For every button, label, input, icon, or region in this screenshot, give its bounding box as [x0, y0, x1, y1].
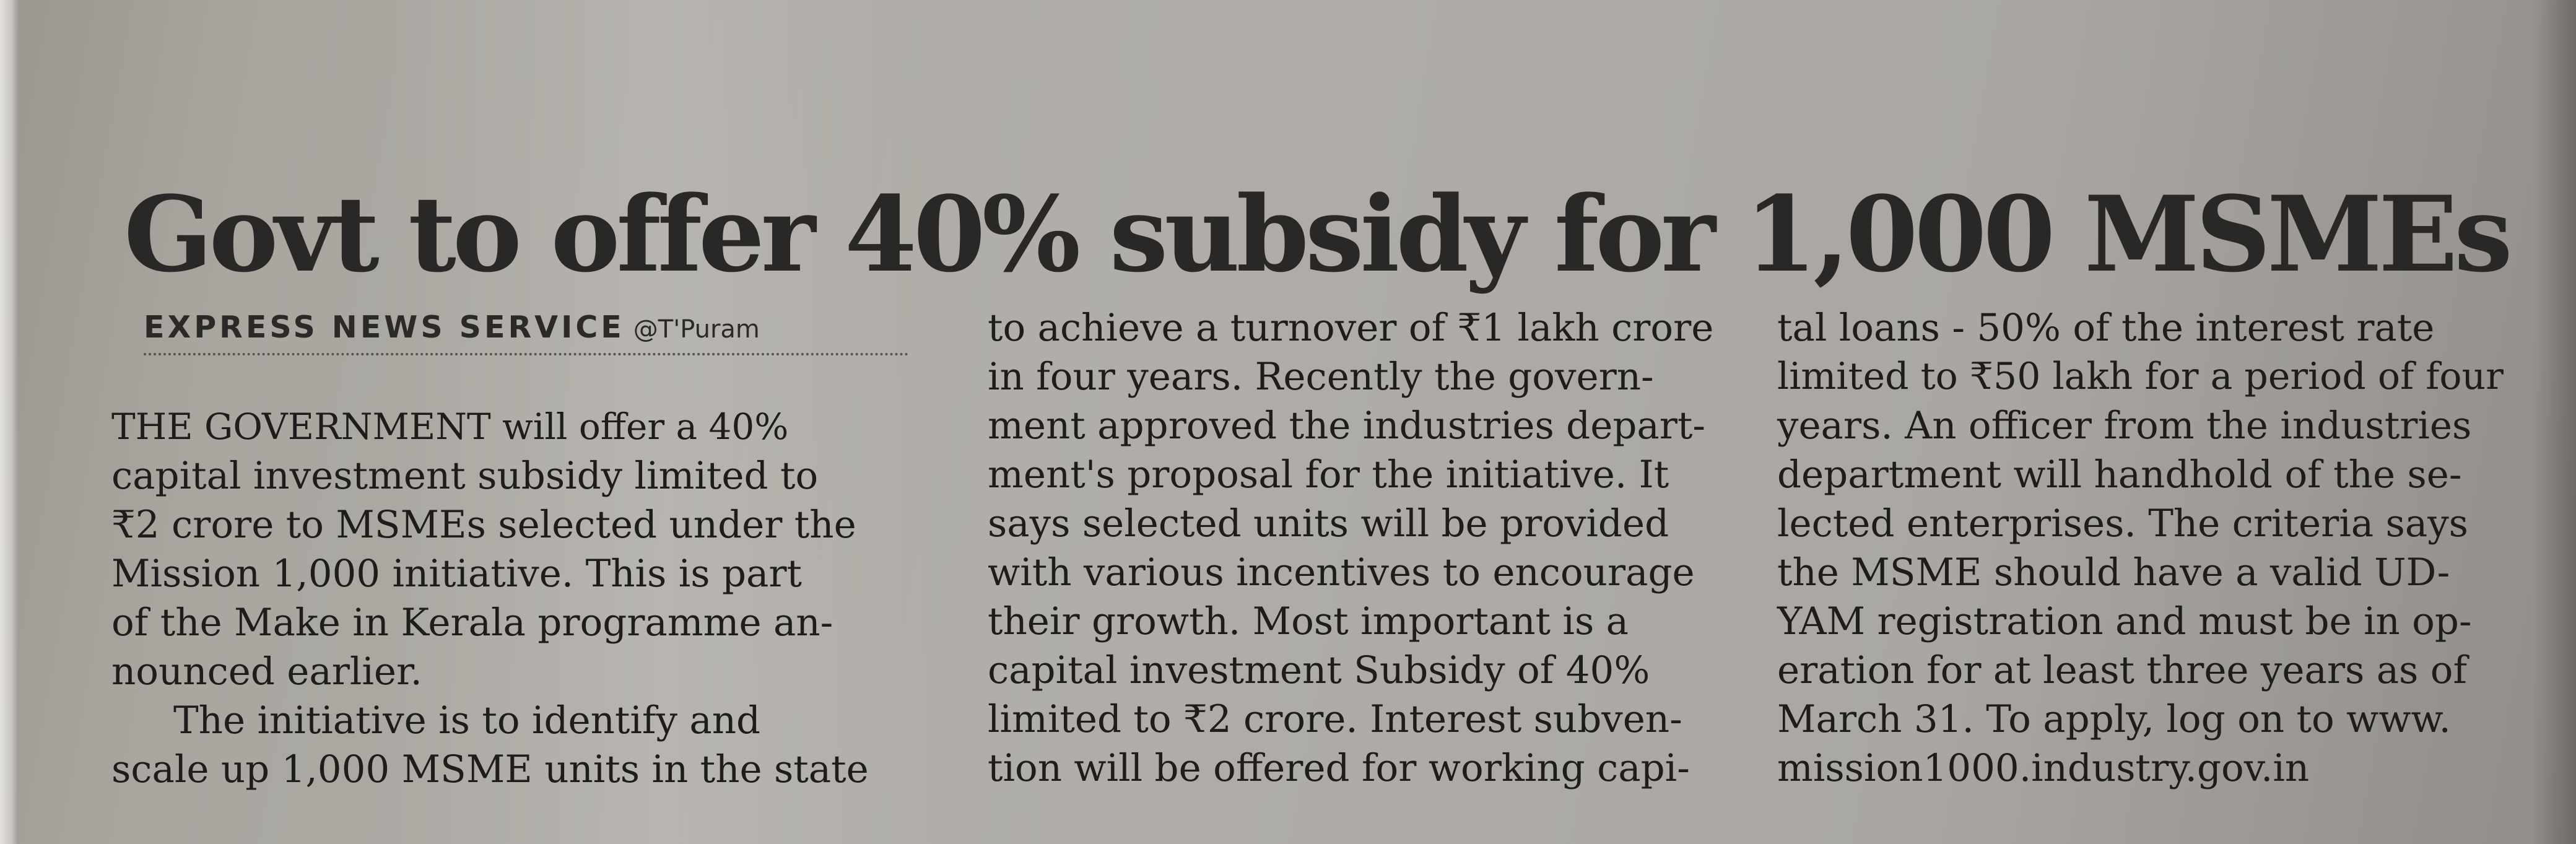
article-byline: EXPRESS NEWS SERVICE @T'Puram: [144, 310, 908, 355]
article-headline: Govt to offer 40% subsidy for 1,000 MSME…: [124, 172, 2513, 295]
text-line: years. An officer from the industries: [1777, 404, 2472, 448]
text-line: tion will be offered for working capi-: [988, 746, 1690, 790]
article-column-3: tal loans - 50% of the interest rate lim…: [1777, 303, 2514, 793]
text-line: nounced earlier.: [111, 650, 422, 694]
text-line: their growth. Most important is a: [988, 599, 1629, 643]
text-line: scale up 1,000 MSME units in the state: [111, 747, 869, 791]
text-line: The initiative is to identify and: [173, 698, 761, 742]
text-line: the MSME should have a valid UD-: [1777, 550, 2450, 594]
article-column-1: THE GOVERNMENT will offer a 40% capital …: [111, 402, 935, 794]
text-line: mission1000.industry.gov.in: [1777, 746, 2310, 790]
text-line: YAM registration and must be in op-: [1777, 599, 2472, 643]
text-line: capital investment subsidy limited to: [111, 454, 819, 498]
text-line: ment approved the industries depart-: [988, 404, 1706, 448]
text-line: with various incentives to encourage: [988, 550, 1695, 594]
text-line: capital investment Subsidy of 40%: [988, 648, 1650, 692]
text-line: Mission 1,000 initiative. This is part: [111, 552, 803, 596]
page-shadow: [2533, 0, 2576, 844]
text-line: to achieve a turnover of ₹1 lakh crore: [988, 306, 1714, 350]
text-line: tal loans - 50% of the interest rate: [1777, 306, 2435, 350]
article-column-2: to achieve a turnover of ₹1 lakh crore i…: [988, 303, 1759, 793]
text-line: ₹2 crore to MSMEs selected under the: [111, 503, 856, 547]
text-line: limited to ₹2 crore. Interest subven-: [988, 697, 1682, 741]
text-line: in four years. Recently the govern-: [988, 355, 1654, 399]
text-line: limited to ₹50 lakh for a period of four: [1777, 355, 2504, 398]
text-line: ment's proposal for the initiative. It: [988, 453, 1669, 497]
byline-source: EXPRESS NEWS SERVICE: [144, 310, 625, 345]
text-line: THE GOVERNMENT will offer a 40%: [111, 406, 789, 448]
byline-location: @T'Puram: [633, 315, 760, 344]
text-line: March 31. To apply, log on to www.: [1777, 697, 2451, 741]
text-line: says selected units will be provided: [988, 502, 1669, 546]
text-line: of the Make in Kerala programme an-: [111, 601, 833, 645]
text-line: lected enterprises. The criteria says: [1777, 502, 2468, 546]
adjacent-page-edge: [0, 0, 19, 844]
paper-sheen: [384, 0, 941, 844]
text-line: eration for at least three years as of: [1777, 648, 2468, 692]
text-line: department will handhold of the se-: [1777, 453, 2462, 497]
